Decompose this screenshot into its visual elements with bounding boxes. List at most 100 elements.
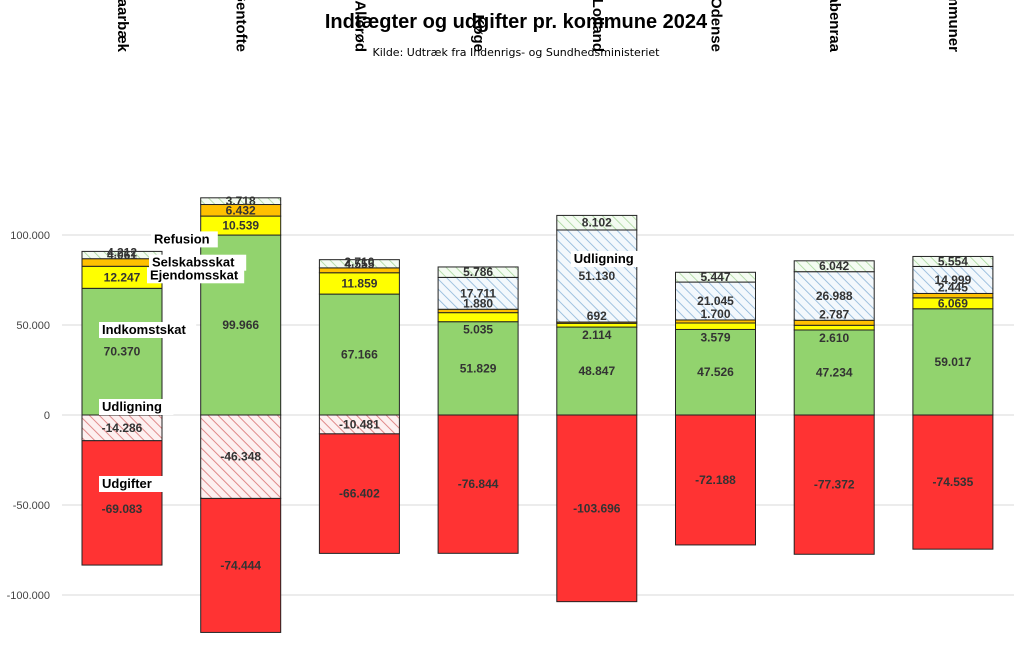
bar-udgifter bbox=[437, 414, 519, 554]
data-label: 17.711 bbox=[460, 286, 496, 300]
data-label: 2.710 bbox=[344, 255, 374, 269]
series-annotation: Indkomstskat bbox=[102, 322, 186, 337]
data-label: 2.114 bbox=[582, 328, 612, 342]
bar-udligning-pos bbox=[437, 276, 519, 310]
bar-udligning-pos bbox=[675, 281, 756, 321]
data-label: 4.212 bbox=[107, 246, 137, 260]
data-label: 6.042 bbox=[819, 259, 849, 273]
bar-indkomstskat bbox=[318, 293, 400, 416]
data-label: 2.445 bbox=[938, 280, 968, 294]
annotation-background bbox=[99, 399, 174, 415]
bar-udgifter bbox=[81, 440, 163, 566]
y-tick-label: 0 bbox=[44, 410, 50, 422]
bar-udgifter bbox=[556, 414, 638, 603]
data-label: 47.526 bbox=[697, 365, 734, 379]
annotation-background bbox=[151, 231, 218, 248]
data-label: 6.069 bbox=[938, 296, 968, 310]
data-label: 14.999 bbox=[935, 273, 972, 287]
y-tick-label: 50.000 bbox=[16, 320, 50, 332]
bar-udgifter bbox=[793, 414, 875, 555]
data-label: 10.539 bbox=[222, 219, 259, 233]
data-label: -14.286 bbox=[102, 421, 143, 435]
bar-refusion bbox=[556, 214, 638, 231]
category-labels: Lyngby-Taarbæk Gentofte Allerød Køge Lolland… bbox=[114, 0, 962, 53]
bar-ejendomsskat bbox=[675, 322, 756, 330]
bar-refusion bbox=[675, 271, 756, 283]
bar-udligning-neg bbox=[200, 414, 282, 499]
data-label: 1.700 bbox=[700, 307, 730, 321]
data-label: -74.444 bbox=[220, 558, 261, 572]
data-label: 1.880 bbox=[463, 296, 493, 310]
data-label: 5.786 bbox=[463, 265, 493, 279]
data-label: 4.555 bbox=[344, 257, 374, 271]
y-tick-label: -100.000 bbox=[7, 590, 50, 602]
annotation-background bbox=[149, 254, 247, 271]
series-annotation: Selskabsskat bbox=[152, 255, 235, 270]
bar-refusion bbox=[793, 260, 875, 273]
category-label: Aabenraa bbox=[826, 0, 843, 53]
chart-subtitle: Kilde: Udtræk fra Indenrigs- og Sundheds… bbox=[373, 46, 661, 59]
bar-udgifter bbox=[675, 414, 756, 546]
y-tick-label: -50.000 bbox=[13, 500, 50, 512]
data-label: 51.130 bbox=[578, 269, 615, 283]
data-label: 2.787 bbox=[819, 307, 849, 321]
data-label: 5.447 bbox=[700, 270, 730, 284]
data-label: 3.579 bbox=[700, 330, 730, 344]
category-label: Allerød bbox=[351, 0, 368, 52]
bar-indkomstskat bbox=[912, 308, 994, 416]
bar-udgifter bbox=[200, 497, 282, 633]
data-label: -76.844 bbox=[458, 477, 499, 491]
data-label: 48.847 bbox=[578, 364, 615, 378]
category-label: Odense bbox=[708, 0, 725, 52]
bar-udligning-neg bbox=[81, 414, 163, 442]
bar-indkomstskat bbox=[81, 287, 163, 416]
bar-udligning-pos bbox=[556, 229, 638, 323]
bar-refusion bbox=[912, 255, 994, 267]
data-label: -46.348 bbox=[220, 450, 261, 464]
data-label: 5.554 bbox=[938, 254, 968, 268]
data-label: -77.372 bbox=[814, 478, 855, 492]
bars bbox=[81, 197, 994, 633]
data-label: 47.234 bbox=[816, 365, 853, 379]
y-axis-ticks: 100.000 50.000 0 -50.000 -100.000 bbox=[7, 230, 50, 602]
series-annotation: Ejendomsskat bbox=[150, 267, 239, 282]
data-label: -74.535 bbox=[933, 475, 974, 489]
bar-refusion bbox=[437, 266, 519, 278]
series-annotation: Udligning bbox=[102, 399, 162, 414]
data-label: 21.045 bbox=[697, 294, 734, 308]
bar-ejendomsskat bbox=[793, 324, 875, 331]
data-label: -69.083 bbox=[102, 502, 143, 516]
data-label: -72.188 bbox=[695, 473, 736, 487]
category-label: Lolland bbox=[589, 0, 606, 52]
bar-indkomstskat bbox=[675, 328, 756, 416]
data-label: -103.696 bbox=[573, 501, 621, 515]
bar-udligning-pos bbox=[793, 271, 875, 321]
data-label: 12.247 bbox=[104, 270, 141, 284]
data-label: 8.102 bbox=[582, 216, 612, 230]
data-label: 2.610 bbox=[819, 331, 849, 345]
data-label: 67.166 bbox=[341, 348, 378, 362]
data-label: -66.402 bbox=[339, 487, 380, 501]
series-annotation: Udgifter bbox=[102, 476, 152, 491]
category-label: Gentofte bbox=[233, 0, 250, 52]
annotation-background bbox=[570, 250, 646, 267]
data-label: 11.859 bbox=[341, 276, 377, 290]
bar-ejendomsskat bbox=[556, 322, 638, 328]
category-label: Lyngby-Taarbæk bbox=[114, 0, 131, 53]
bar-refusion bbox=[200, 197, 282, 206]
data-label: 99.966 bbox=[222, 318, 259, 332]
bar-refusion bbox=[318, 259, 400, 269]
data-label: 51.829 bbox=[460, 361, 497, 375]
category-label: Alle kommuner bbox=[945, 0, 962, 52]
bar-udgifter bbox=[912, 414, 994, 550]
series-annotation: Udligning bbox=[574, 251, 634, 266]
y-tick-label: 100.000 bbox=[10, 230, 50, 242]
data-label: 5.035 bbox=[463, 323, 493, 337]
series-annotation: Refusion bbox=[154, 231, 210, 246]
bar-ejendomsskat bbox=[437, 312, 519, 323]
category-label: Køge bbox=[470, 15, 487, 53]
annotation-background bbox=[99, 476, 166, 492]
